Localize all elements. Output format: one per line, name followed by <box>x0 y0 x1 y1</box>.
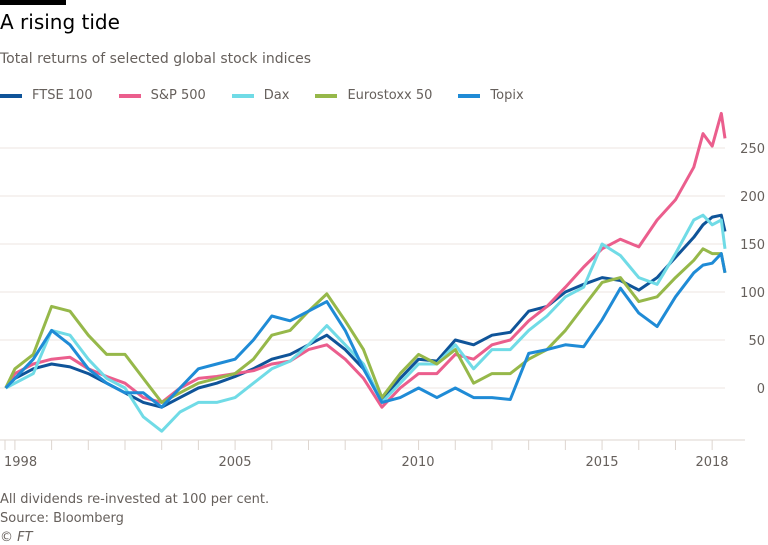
series-line-topix <box>4 252 727 409</box>
legend-label: S&P 500 <box>150 88 206 103</box>
y-tick-label-0: 0 <box>757 382 765 397</box>
x-tick-label-2005: 2005 <box>218 455 251 470</box>
legend-label: Eurostoxx 50 <box>347 88 433 103</box>
series-line-eurostoxx-50 <box>4 247 727 404</box>
chart-subtitle: Total returns of selected global stock i… <box>0 51 312 67</box>
legend-item-eurostoxx: Eurostoxx 50 <box>315 88 432 103</box>
legend-swatch <box>0 93 22 98</box>
legend-label: Topix <box>490 88 524 103</box>
legend-item-sp500: S&P 500 <box>118 88 206 103</box>
legend-item-ftse: FTSE 100 <box>0 88 93 103</box>
x-tick-label-2015: 2015 <box>585 455 618 470</box>
x-tick-label-2010: 2010 <box>401 455 434 470</box>
y-tick-label-250: 250 <box>740 142 765 157</box>
legend-label: FTSE 100 <box>32 88 93 103</box>
legend-item-dax: Dax <box>231 88 290 103</box>
source: Source: Bloomberg <box>0 511 124 526</box>
chart-title: A rising tide <box>0 10 120 34</box>
footnote: All dividends re-invested at 100 per cen… <box>0 492 270 507</box>
y-tick-label-200: 200 <box>740 190 765 205</box>
y-tick-label-100: 100 <box>740 286 765 301</box>
legend-swatch <box>315 93 338 98</box>
ft-brand-bar <box>0 0 66 5</box>
series-line-s-p-500 <box>4 111 727 409</box>
series-line-dax <box>5 213 727 433</box>
y-tick-label-150: 150 <box>740 238 765 253</box>
legend-swatch <box>231 93 254 98</box>
legend-label: Dax <box>263 88 290 103</box>
line-chart: 0 50 100 150 200 250 1998 2005 2010 2015 2018 <box>0 111 765 470</box>
legend-item-topix: Topix <box>458 88 524 103</box>
x-tick-label-2018: 2018 <box>695 455 728 470</box>
legend-swatch <box>118 93 141 98</box>
ft-credit: © FT <box>0 530 33 545</box>
legend-swatch <box>458 93 481 98</box>
legend: FTSE 100 S&P 500 Dax Eurostoxx 50 Topix <box>0 88 550 103</box>
y-tick-label-50: 50 <box>748 334 765 349</box>
x-tick-label-1998: 1998 <box>4 455 37 470</box>
